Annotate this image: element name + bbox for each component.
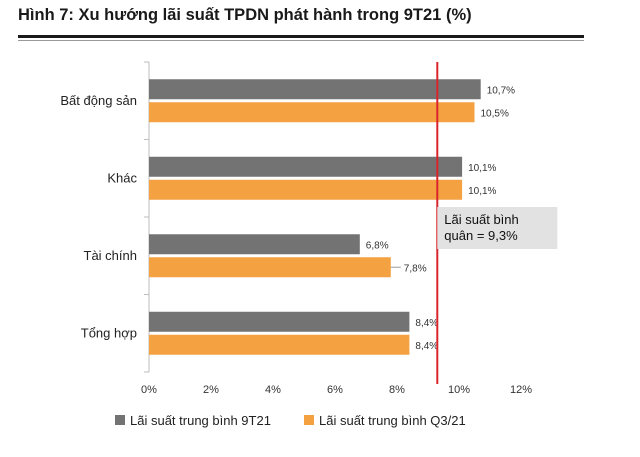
x-tick-label: 12% xyxy=(510,384,532,396)
data-label: 10,1% xyxy=(468,163,496,174)
bar-q3-21 xyxy=(149,257,391,278)
bar-q3-21 xyxy=(149,334,410,355)
legend-swatch-9t21 xyxy=(115,415,125,425)
category-label: Bất động sản xyxy=(60,93,137,108)
average-callout-box xyxy=(437,207,558,249)
data-label: 7,8% xyxy=(404,263,427,274)
title-rule-thick xyxy=(18,35,584,38)
data-label: 10,1% xyxy=(468,186,496,197)
legend-label-q3-21: Lãi suất trung bình Q3/21 xyxy=(319,413,466,428)
data-label: 8,4% xyxy=(415,318,438,329)
x-tick-label: 2% xyxy=(203,384,219,396)
x-tick-label: 0% xyxy=(141,384,157,396)
data-label: 10,7% xyxy=(487,85,515,96)
x-tick-label: 8% xyxy=(389,384,405,396)
average-callout-text: quân = 9,3% xyxy=(444,228,518,243)
data-label: 6,8% xyxy=(366,240,389,251)
category-label: Tài chính xyxy=(84,248,137,263)
category-label: Khác xyxy=(107,170,137,185)
data-label: 10,5% xyxy=(481,108,509,119)
category-label: Tổng hợp xyxy=(81,325,137,340)
bar-q3-21 xyxy=(149,179,463,200)
bar-9t21 xyxy=(149,156,463,177)
x-tick-label: 4% xyxy=(265,384,281,396)
bar-q3-21 xyxy=(149,102,475,123)
title-rule-thin xyxy=(18,40,584,41)
average-callout-text: Lãi suất bình xyxy=(444,212,518,227)
bar-9t21 xyxy=(149,311,410,332)
bar-9t21 xyxy=(149,79,481,100)
bar-9t21 xyxy=(149,234,360,255)
x-tick-label: 6% xyxy=(327,384,343,396)
data-label: 8,4% xyxy=(415,341,438,352)
legend-swatch-q3-21 xyxy=(304,415,314,425)
chart-title: Hình 7: Xu hướng lãi suất TPDN phát hành… xyxy=(18,6,472,24)
x-tick-label: 10% xyxy=(448,384,470,396)
legend-label-9t21: Lãi suất trung bình 9T21 xyxy=(130,413,271,428)
